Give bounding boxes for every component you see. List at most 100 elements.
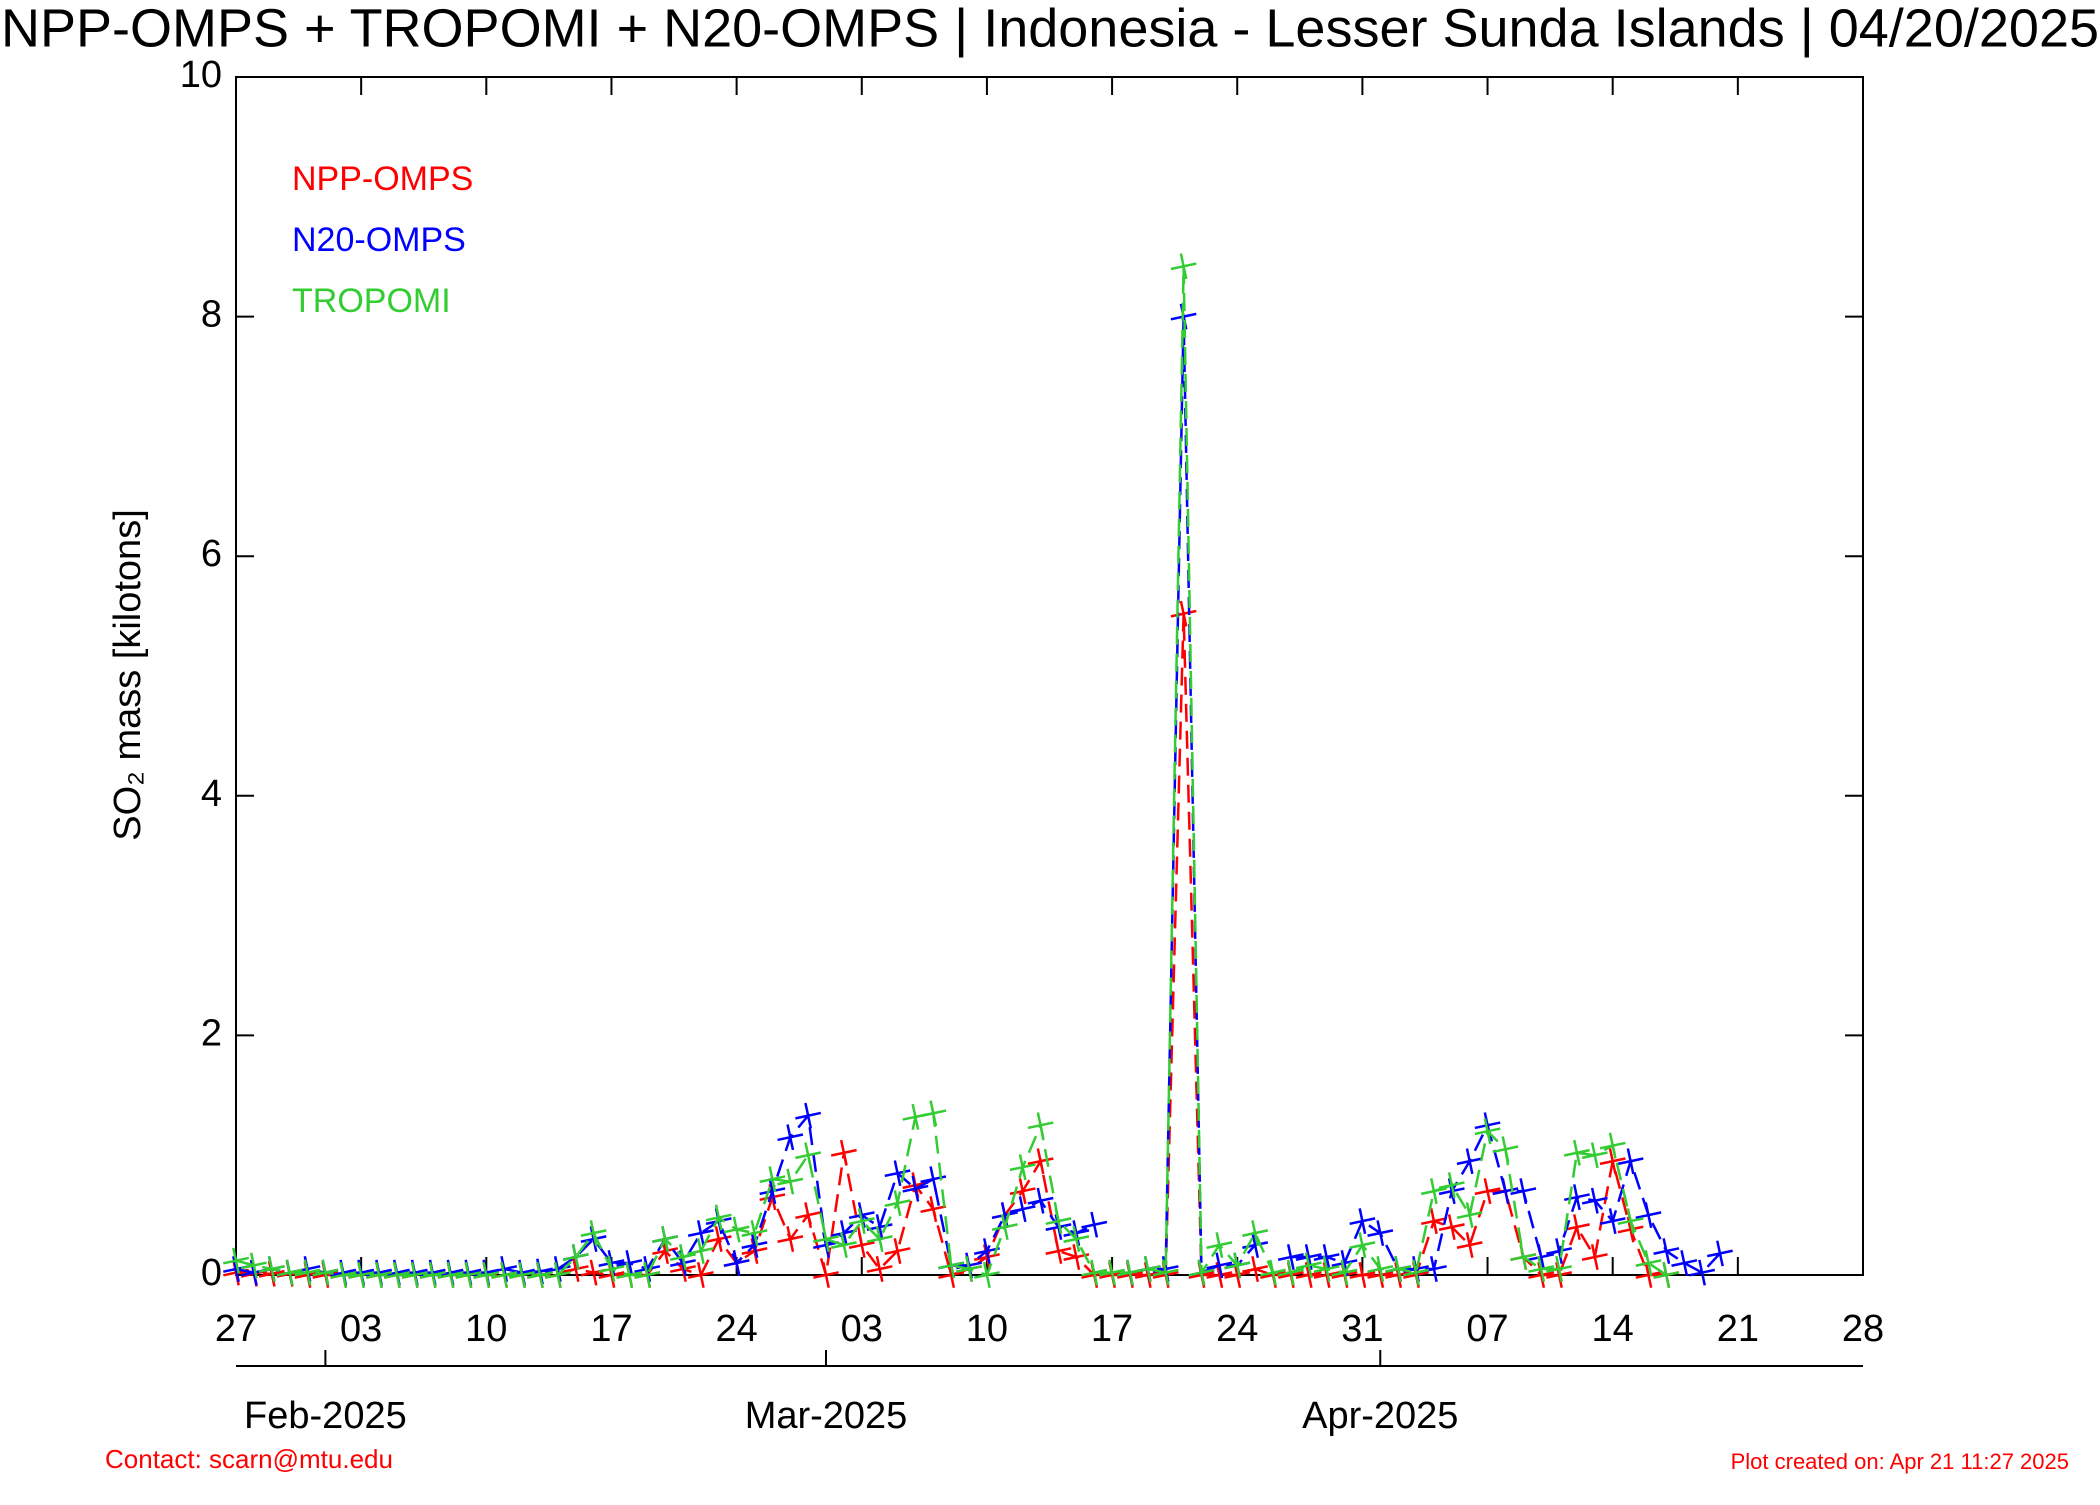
x-tick-label: 31 xyxy=(1341,1308,1383,1350)
x-tick-label: 10 xyxy=(966,1308,1008,1350)
point-marker xyxy=(813,1262,839,1288)
point-marker xyxy=(1563,1214,1590,1241)
point-marker xyxy=(1653,1262,1680,1288)
y-tick-label: 10 xyxy=(180,54,222,96)
point-marker xyxy=(795,1202,822,1229)
point-marker xyxy=(920,1100,947,1127)
point-marker xyxy=(1349,1232,1376,1259)
point-marker xyxy=(1438,1214,1465,1241)
point-marker xyxy=(795,1102,822,1129)
point-marker xyxy=(1706,1240,1733,1267)
point-marker xyxy=(1581,1142,1608,1169)
point-marker xyxy=(777,1168,804,1195)
point-marker xyxy=(1492,1178,1519,1205)
point-marker xyxy=(276,1259,303,1286)
point-marker xyxy=(1045,1238,1072,1265)
point-marker xyxy=(759,1178,786,1205)
point-marker xyxy=(294,1259,321,1286)
point-marker xyxy=(1546,1256,1573,1282)
point-marker xyxy=(830,1139,857,1166)
point-marker xyxy=(1009,1196,1036,1223)
point-marker xyxy=(1027,1148,1054,1175)
point-marker xyxy=(884,1238,911,1265)
point-marker xyxy=(1653,1238,1680,1265)
created-note: Plot created on: Apr 21 11:27 2025 xyxy=(1731,1449,2069,1474)
point-marker xyxy=(741,1220,768,1247)
point-marker xyxy=(652,1226,679,1253)
plot-frame xyxy=(235,76,1864,1276)
y-tick-label: 4 xyxy=(201,773,222,815)
point-marker xyxy=(473,1262,500,1288)
point-marker xyxy=(562,1244,589,1271)
point-marker xyxy=(830,1232,857,1259)
point-marker xyxy=(795,1142,822,1169)
point-marker xyxy=(455,1262,482,1288)
point-marker xyxy=(866,1256,893,1282)
point-marker xyxy=(938,1252,965,1279)
point-marker xyxy=(1581,1187,1608,1214)
point-marker xyxy=(1277,1244,1304,1271)
point-marker xyxy=(1313,1244,1340,1271)
point-marker xyxy=(1152,1259,1179,1286)
month-label: Feb-2025 xyxy=(244,1395,407,1437)
point-marker xyxy=(848,1208,875,1235)
point-marker xyxy=(1224,1252,1251,1279)
x-tick-label: 21 xyxy=(1717,1308,1759,1350)
point-marker xyxy=(1134,1256,1161,1282)
point-marker xyxy=(1635,1202,1662,1229)
point-marker xyxy=(348,1262,375,1288)
point-marker xyxy=(1009,1154,1036,1181)
point-marker xyxy=(598,1256,625,1282)
x-tick-label: 24 xyxy=(715,1308,757,1350)
point-marker xyxy=(401,1262,428,1288)
point-marker xyxy=(1242,1256,1269,1282)
point-marker xyxy=(1349,1208,1376,1235)
series-line xyxy=(235,266,1667,1277)
point-marker xyxy=(562,1256,589,1282)
point-marker xyxy=(1206,1252,1233,1279)
point-marker xyxy=(1563,1184,1590,1211)
x-tick-label: 17 xyxy=(590,1308,632,1350)
legend-entry: NPP-OMPS xyxy=(292,160,473,198)
y-tick-label: 2 xyxy=(201,1012,222,1054)
point-marker xyxy=(1474,1118,1501,1145)
point-marker xyxy=(1546,1262,1573,1288)
point-marker xyxy=(437,1262,464,1288)
point-marker xyxy=(330,1262,357,1288)
month-label: Mar-2025 xyxy=(745,1395,908,1437)
x-tick-label: 28 xyxy=(1842,1308,1884,1350)
series-line xyxy=(235,613,1667,1277)
point-marker xyxy=(741,1232,768,1259)
point-marker xyxy=(1420,1208,1447,1235)
point-marker xyxy=(1528,1256,1555,1282)
point-marker xyxy=(383,1262,410,1288)
point-marker xyxy=(258,1256,285,1282)
x-tick-label: 03 xyxy=(841,1308,883,1350)
point-marker xyxy=(240,1252,267,1279)
point-marker xyxy=(1242,1220,1269,1247)
point-marker xyxy=(1438,1172,1465,1199)
point-marker xyxy=(1599,1132,1626,1159)
y-tick-label: 6 xyxy=(201,533,222,575)
point-marker xyxy=(1671,1250,1698,1276)
point-marker xyxy=(991,1214,1018,1241)
point-marker xyxy=(687,1220,714,1247)
point-marker xyxy=(884,1160,911,1187)
point-marker xyxy=(616,1250,643,1276)
point-marker xyxy=(902,1175,929,1202)
y-tick-label: 8 xyxy=(201,294,222,336)
point-marker xyxy=(1349,1262,1376,1288)
point-marker xyxy=(509,1262,536,1288)
x-tick-label: 17 xyxy=(1091,1308,1133,1350)
chart-title: NPP-OMPS + TROPOMI + N20-OMPS | Indonesi… xyxy=(1,0,2099,58)
point-marker xyxy=(1599,1208,1626,1235)
point-marker xyxy=(1635,1262,1662,1288)
point-marker xyxy=(1063,1226,1090,1253)
point-marker xyxy=(1170,253,1197,280)
point-marker xyxy=(1027,1187,1054,1214)
point-marker xyxy=(1027,1112,1054,1139)
point-marker xyxy=(1599,1148,1626,1175)
point-marker xyxy=(544,1262,571,1288)
point-marker xyxy=(1403,1259,1429,1286)
point-marker xyxy=(1420,1178,1447,1205)
